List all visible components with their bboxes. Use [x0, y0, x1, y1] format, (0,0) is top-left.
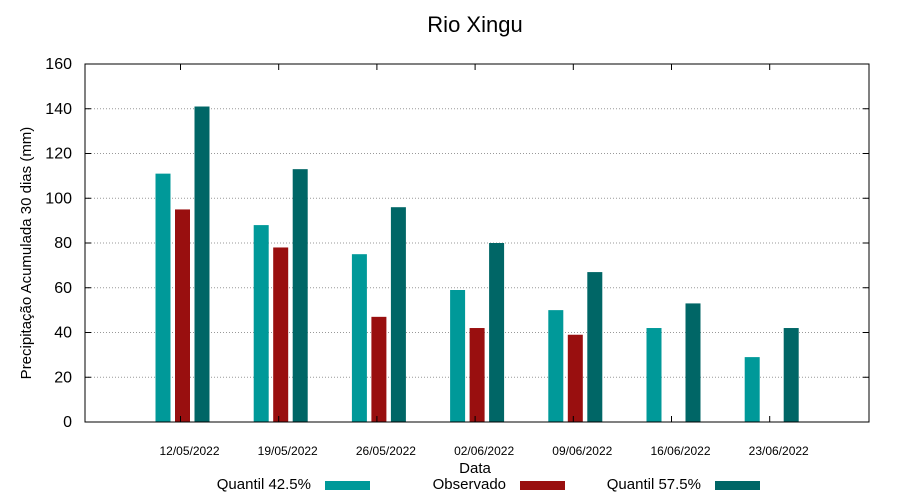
bar — [548, 310, 564, 422]
x-tick-label: 23/06/2022 — [749, 444, 809, 458]
y-tick-label: 160 — [45, 56, 72, 73]
legend-swatch — [715, 481, 760, 490]
bar — [292, 169, 308, 422]
bar — [175, 209, 190, 422]
bar — [253, 225, 269, 422]
legend-label: Quantil 57.5% — [607, 476, 701, 493]
legend-swatch — [325, 481, 370, 490]
bar — [371, 316, 387, 422]
y-tick-label: 20 — [54, 369, 72, 386]
chart-title: Rio Xingu — [427, 12, 522, 37]
y-tick-label: 60 — [54, 280, 72, 297]
bar — [450, 289, 466, 422]
x-axis: 12/05/2022 19/05/2022 26/05/2022 02/06/2022… — [159, 64, 809, 458]
y-tick-label: 0 — [63, 414, 72, 431]
bar — [489, 243, 505, 422]
y-tick-label: 80 — [54, 235, 72, 252]
x-axis-label: Data — [459, 460, 491, 477]
y-axis-label: Precipitação Acumulada 30 dias (mm) — [18, 127, 35, 380]
y-axis: 0 20 40 60 80 100 120 140 160 — [45, 56, 869, 431]
x-tick-label: 09/06/2022 — [552, 444, 612, 458]
bar — [469, 328, 485, 422]
y-tick-label: 120 — [45, 146, 72, 163]
bar — [783, 328, 799, 422]
bar — [273, 247, 289, 422]
legend-label: Quantil 42.5% — [217, 476, 311, 493]
x-tick-label: 12/05/2022 — [159, 444, 219, 458]
bar — [194, 106, 210, 422]
bar — [390, 207, 406, 422]
bar — [685, 303, 701, 422]
y-tick-label: 100 — [45, 190, 72, 207]
y-tick-label: 40 — [54, 325, 72, 342]
bar — [744, 357, 760, 422]
legend: Quantil 42.5% Observado Quantil 57.5% — [217, 476, 760, 493]
legend-label: Observado — [433, 476, 506, 493]
x-tick-label: 16/06/2022 — [650, 444, 710, 458]
bar — [155, 173, 171, 422]
x-tick-label: 26/05/2022 — [356, 444, 416, 458]
x-tick-label: 19/05/2022 — [258, 444, 318, 458]
bar — [567, 334, 583, 422]
legend-swatch — [520, 481, 565, 490]
bar — [351, 254, 367, 422]
bar — [646, 328, 662, 422]
bar — [587, 272, 603, 422]
y-tick-label: 140 — [45, 101, 72, 118]
x-tick-label: 02/06/2022 — [454, 444, 514, 458]
bars — [155, 106, 799, 422]
